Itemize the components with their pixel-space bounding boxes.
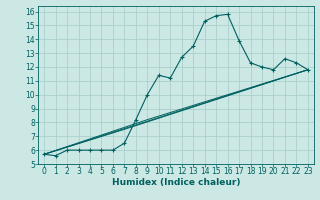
X-axis label: Humidex (Indice chaleur): Humidex (Indice chaleur) — [112, 178, 240, 187]
